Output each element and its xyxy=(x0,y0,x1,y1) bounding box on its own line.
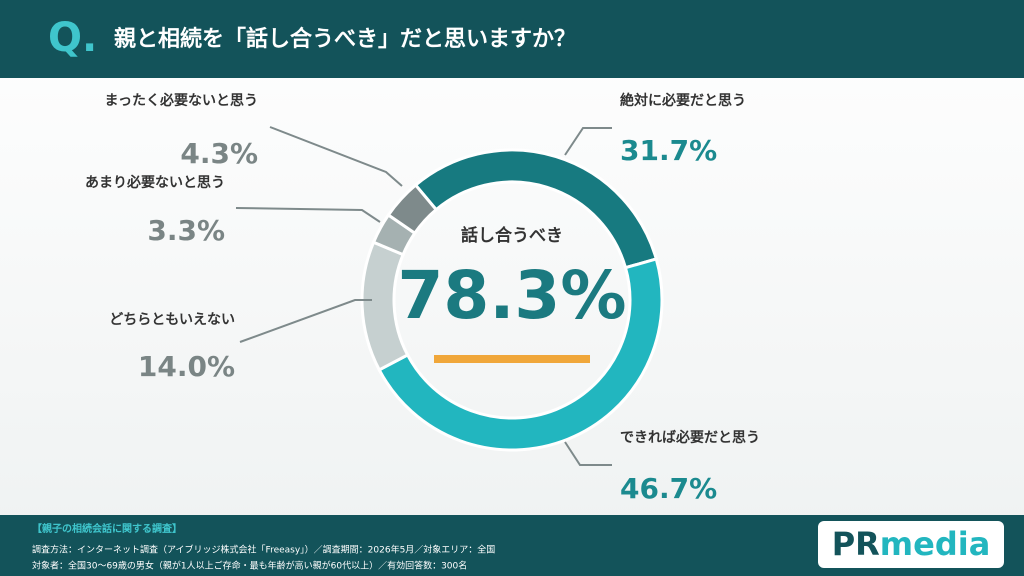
donut-chart: 絶対に必要だと思う 31.7% できれば必要だと思う 46.7% どちらともいえない 14… xyxy=(85,92,760,505)
header-bar xyxy=(0,0,1024,78)
value-label: 4.3% xyxy=(180,137,258,170)
category-label: どちらともいえない xyxy=(109,312,235,328)
leader-line xyxy=(564,441,612,466)
logo: PRmedia xyxy=(832,525,991,563)
value-label: 46.7% xyxy=(620,472,717,505)
donut-segment xyxy=(386,182,439,236)
leader-line xyxy=(269,126,403,187)
value-label: 31.7% xyxy=(620,134,717,167)
footer-line: 調査方法：インターネット調査（アイブリッジ株式会社「Freeasy」）／調査期間… xyxy=(32,544,495,556)
logo-pr: PR xyxy=(832,525,880,563)
center-underline xyxy=(434,355,590,363)
header-title: 親と相続を「話し合うべき」だと思いますか？ xyxy=(114,26,576,52)
q-mark: Q. xyxy=(48,15,97,61)
footer-line: 対象者：全国30〜69歳の男女（親が1人以上ご存命・最も年齢が高い親が60代以上… xyxy=(32,560,467,572)
value-label: 14.0% xyxy=(138,350,235,383)
leader-line xyxy=(235,207,381,223)
category-label: できれば必要だと思う xyxy=(620,429,760,446)
center-label: 話し合うべき xyxy=(461,225,563,246)
footer-heading: 【親子の相続会話に関する調査】 xyxy=(32,522,182,535)
category-label: まったく必要ないと思う xyxy=(105,92,258,109)
leader-line xyxy=(564,127,612,156)
center-value: 78.3% xyxy=(398,257,627,334)
donut-segment xyxy=(377,257,664,452)
logo-box xyxy=(818,521,1004,568)
category-label: あまり必要ないと思う xyxy=(85,174,225,191)
logo-media: media xyxy=(880,525,991,563)
category-label: 絶対に必要だと思う xyxy=(620,92,746,109)
value-label: 3.3% xyxy=(147,214,225,247)
leader-line xyxy=(239,299,372,343)
